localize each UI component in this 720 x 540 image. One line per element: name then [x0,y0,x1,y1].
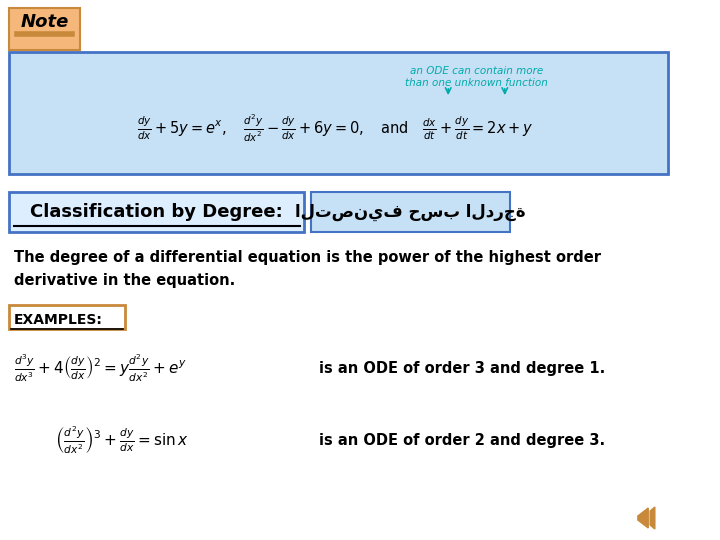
FancyBboxPatch shape [9,192,304,232]
Text: EXAMPLES:: EXAMPLES: [14,313,103,327]
FancyBboxPatch shape [9,305,125,329]
FancyBboxPatch shape [9,52,668,174]
Text: $\frac{d^3y}{dx^3} + 4\left(\frac{dy}{dx}\right)^2 = y\frac{d^2y}{dx^2} + e^y$: $\frac{d^3y}{dx^3} + 4\left(\frac{dy}{dx… [14,352,186,384]
Text: $\left(\frac{d^2y}{dx^2}\right)^3 + \frac{dy}{dx} = \sin x$: $\left(\frac{d^2y}{dx^2}\right)^3 + \fra… [55,424,189,456]
FancyBboxPatch shape [9,8,80,50]
Text: Classification by Degree:: Classification by Degree: [30,203,283,221]
Polygon shape [650,507,655,529]
Polygon shape [638,508,648,528]
Text: is an ODE of order 2 and degree 3.: is an ODE of order 2 and degree 3. [319,433,605,448]
FancyBboxPatch shape [311,192,510,232]
Text: The degree of a differential equation is the power of the highest order
derivati: The degree of a differential equation is… [14,250,601,288]
Text: التصنيف حسب الدرجة: التصنيف حسب الدرجة [295,203,526,221]
Text: $\frac{dy}{dx} + 5y = e^x, \quad \frac{d^2y}{dx^2} - \frac{dy}{dx} + 6y = 0, \qu: $\frac{dy}{dx} + 5y = e^x, \quad \frac{d… [137,112,534,144]
Text: Note: Note [20,13,68,31]
Text: is an ODE of order 3 and degree 1.: is an ODE of order 3 and degree 1. [319,361,606,375]
Text: an ODE can contain more
than one unknown function: an ODE can contain more than one unknown… [405,66,548,87]
